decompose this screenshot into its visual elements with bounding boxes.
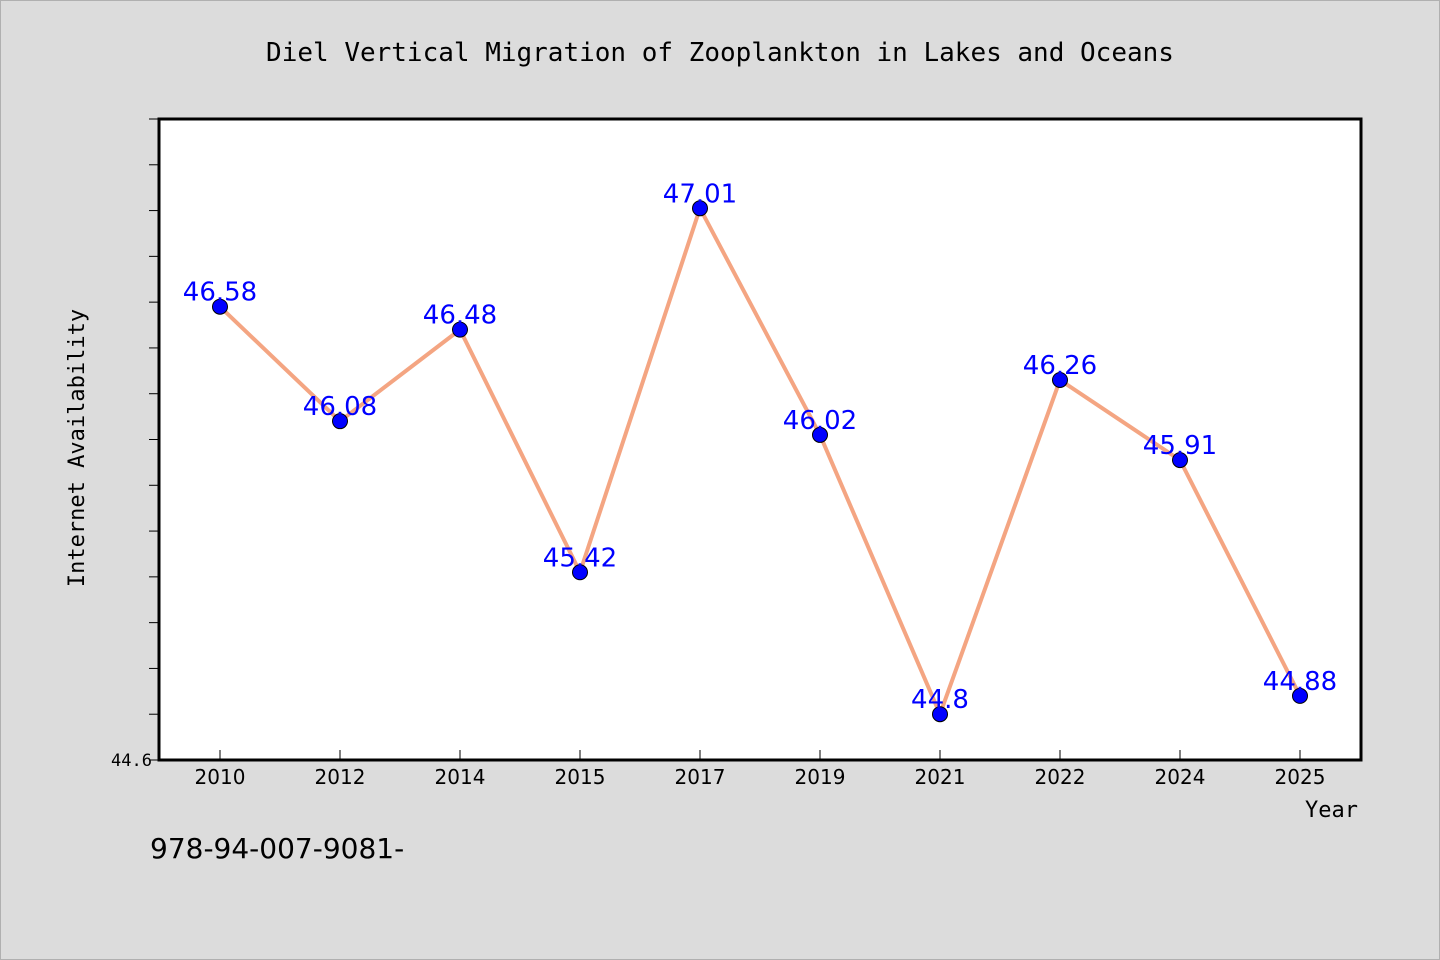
x-tick-label: 2022 bbox=[1035, 765, 1086, 789]
y-axis-minor-ticks bbox=[149, 118, 159, 761]
x-tick-label: 2014 bbox=[435, 765, 486, 789]
data-point bbox=[932, 706, 948, 723]
x-axis-ticks: 2010 2012 2014 2015 2017 2019 2021 2022 2024 2025 bbox=[195, 750, 1326, 789]
series-line bbox=[218, 206, 1302, 717]
data-labels: 46.58 46.08 46.48 45.42 47.01 46.02 44.8 46.26 4… bbox=[183, 179, 1337, 715]
x-tick-label: 2025 bbox=[1275, 765, 1326, 789]
data-point bbox=[212, 298, 228, 315]
x-tick-label: 2015 bbox=[555, 765, 606, 789]
plot-area bbox=[157, 117, 1363, 762]
data-point bbox=[1172, 452, 1188, 469]
x-axis-label: Year bbox=[1305, 798, 1358, 823]
data-point bbox=[452, 321, 468, 338]
data-label: 44.88 bbox=[1263, 667, 1337, 697]
x-tick-label: 2017 bbox=[675, 765, 726, 789]
data-label: 46.48 bbox=[423, 301, 497, 331]
data-label: 46.02 bbox=[783, 406, 857, 436]
data-point bbox=[692, 200, 708, 217]
data-label: 45.42 bbox=[543, 543, 617, 573]
data-label: 44.8 bbox=[911, 685, 969, 715]
x-tick-label: 2019 bbox=[795, 765, 846, 789]
x-tick-label: 2012 bbox=[315, 765, 366, 789]
y-axis-label: Internet Availability bbox=[65, 309, 90, 587]
series-markers bbox=[212, 200, 1308, 723]
data-point bbox=[1052, 371, 1068, 388]
y-tick-label: 44.6 bbox=[111, 751, 152, 771]
data-point bbox=[332, 413, 348, 430]
data-label: 46.08 bbox=[303, 392, 377, 422]
data-label: 47.01 bbox=[663, 179, 737, 209]
data-label: 46.26 bbox=[1023, 351, 1097, 381]
data-point bbox=[1292, 687, 1308, 704]
data-label: 46.58 bbox=[183, 278, 257, 308]
x-tick-label: 2024 bbox=[1155, 765, 1206, 789]
chart-title: Diel Vertical Migration of Zooplankton i… bbox=[266, 38, 1174, 68]
footnote-text: 978-94-007-9081- bbox=[150, 832, 405, 865]
data-label: 45.91 bbox=[1143, 431, 1217, 461]
data-point bbox=[812, 426, 828, 443]
x-tick-label: 2010 bbox=[195, 765, 246, 789]
x-tick-label: 2021 bbox=[915, 765, 966, 789]
data-point bbox=[572, 564, 588, 581]
